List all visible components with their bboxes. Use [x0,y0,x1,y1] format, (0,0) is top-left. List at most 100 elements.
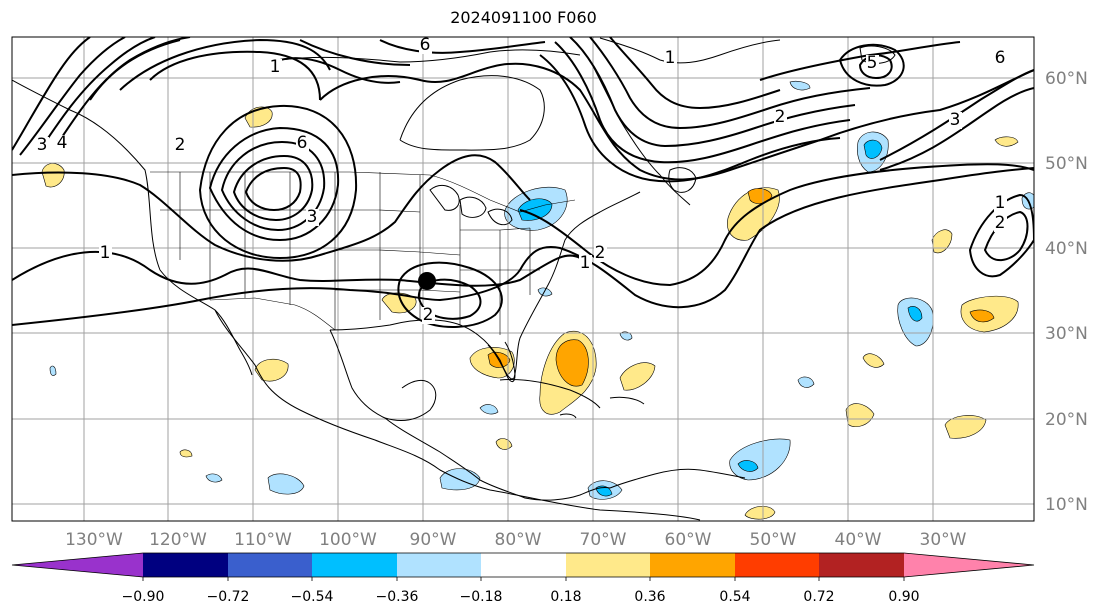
colorbar-tick-label: 0.90 [888,589,919,605]
longitude-labels: 130°W 120°W 110°W 100°W 90°W 80°W 70°W 60°W 50°W… [65,530,967,550]
positive-anomaly [747,188,773,204]
canadian-arctic [279,49,581,63]
longitude-label: 100°W [319,530,377,550]
contour-line [19,37,126,156]
colorbar-segment [566,553,650,577]
contour-line [609,37,781,110]
state-lines-east [460,227,540,335]
contour-line [417,278,482,320]
contour-line [519,163,1034,287]
contour-line [838,43,905,87]
colorbar-segment [312,553,397,577]
contour-label: 5 [867,53,878,73]
longitude-label: 90°W [410,530,457,550]
positive-anomaly [555,339,589,387]
colorbar-labels: −0.90 −0.72 −0.54 −0.36 −0.18 0.18 0.36 0.54 0.7… [122,577,920,605]
colorbar-segment [650,553,735,577]
latitude-label: 20°N [1045,410,1088,430]
greenland [599,37,781,64]
map-frame [11,36,1035,522]
coastlines [12,37,896,521]
negative-anomaly [789,80,811,91]
colorbar [11,552,1035,578]
contour-line [879,69,1034,161]
colorbar-extend-high [904,553,1034,577]
contour-line [208,126,340,242]
positive-anomaly [862,353,885,368]
contour-label: 2 [775,107,786,127]
longitude-label: 80°W [495,530,542,550]
political-borders [150,171,576,335]
colorbar-segment [397,553,481,577]
contour-label: 2 [423,305,434,325]
great-lakes [429,184,513,226]
contour-label-bg [994,215,1007,232]
contour-label: 6 [420,35,431,55]
state-lines-central [335,172,461,325]
contour-line [397,261,503,328]
contour-label: 6 [995,48,1006,68]
contour-label-bg [174,137,187,154]
contour-label: 1 [580,253,591,273]
contour-line [879,87,1034,171]
contour-label-bg [994,195,1007,212]
contour-label: 2 [595,243,606,263]
newfoundland [668,167,697,193]
positive-anomaly [744,506,776,520]
positive-anomaly [179,449,193,458]
contour-line [232,154,314,222]
contour-line [589,37,871,130]
contour-line [149,50,321,101]
contour-line [299,39,411,66]
latitude-label: 40°N [1045,239,1088,259]
contour-label-bg [422,307,435,324]
positive-anomaly [931,229,953,254]
colorbar-segment [143,553,228,577]
contour-label-bg [306,209,319,226]
central-america [384,417,611,501]
colorbar-tick-label: 0.72 [803,589,834,605]
longitude-label: 130°W [65,530,123,550]
positive-anomaly [619,362,656,391]
north-america-west-coast [12,79,701,521]
contour-line [12,250,581,287]
contour-label: 1 [100,243,111,263]
contour-label-bg [664,50,677,67]
negative-anomaly [619,331,633,341]
positive-anomaly [845,403,875,427]
contour-line [39,37,156,151]
latitude-labels: 60°N 50°N 40°N 30°N 20°N 10°N [1045,69,1088,515]
contour-label: 6 [297,133,308,153]
longitude-label: 70°W [580,530,627,550]
contour-label-bg [774,109,787,126]
contour-line [554,41,851,164]
longitude-label: 60°W [665,530,712,550]
contour-label: 2 [175,135,186,155]
negative-anomaly [797,376,815,388]
contour-label: 4 [57,133,68,153]
south-america-coast [609,468,746,489]
longitude-label: 120°W [149,530,207,550]
contour-label: 1 [995,193,1006,213]
negative-anomaly [205,473,223,483]
contour-label-bg [419,37,432,54]
colorbar-tick-label: −0.72 [207,589,250,605]
contour-line [119,38,331,91]
positive-anomaly [254,358,289,382]
hudson-bay [399,75,545,151]
contour-label: 3 [307,207,318,227]
storm-center-marker [418,272,436,290]
map-gridlines [12,37,1034,521]
contour-label-bg [949,112,962,129]
longitude-label: 30°W [920,530,967,550]
colorbar-segment [735,553,819,577]
negative-anomaly [737,460,759,472]
contour-label-bg [99,245,112,262]
contour-label-bg [994,50,1007,67]
negative-anomaly [863,139,883,159]
contour-label: 1 [665,48,676,68]
negative-anomaly [595,485,613,497]
colorbar-tick-label: −0.54 [291,589,334,605]
contour-line [569,37,856,148]
